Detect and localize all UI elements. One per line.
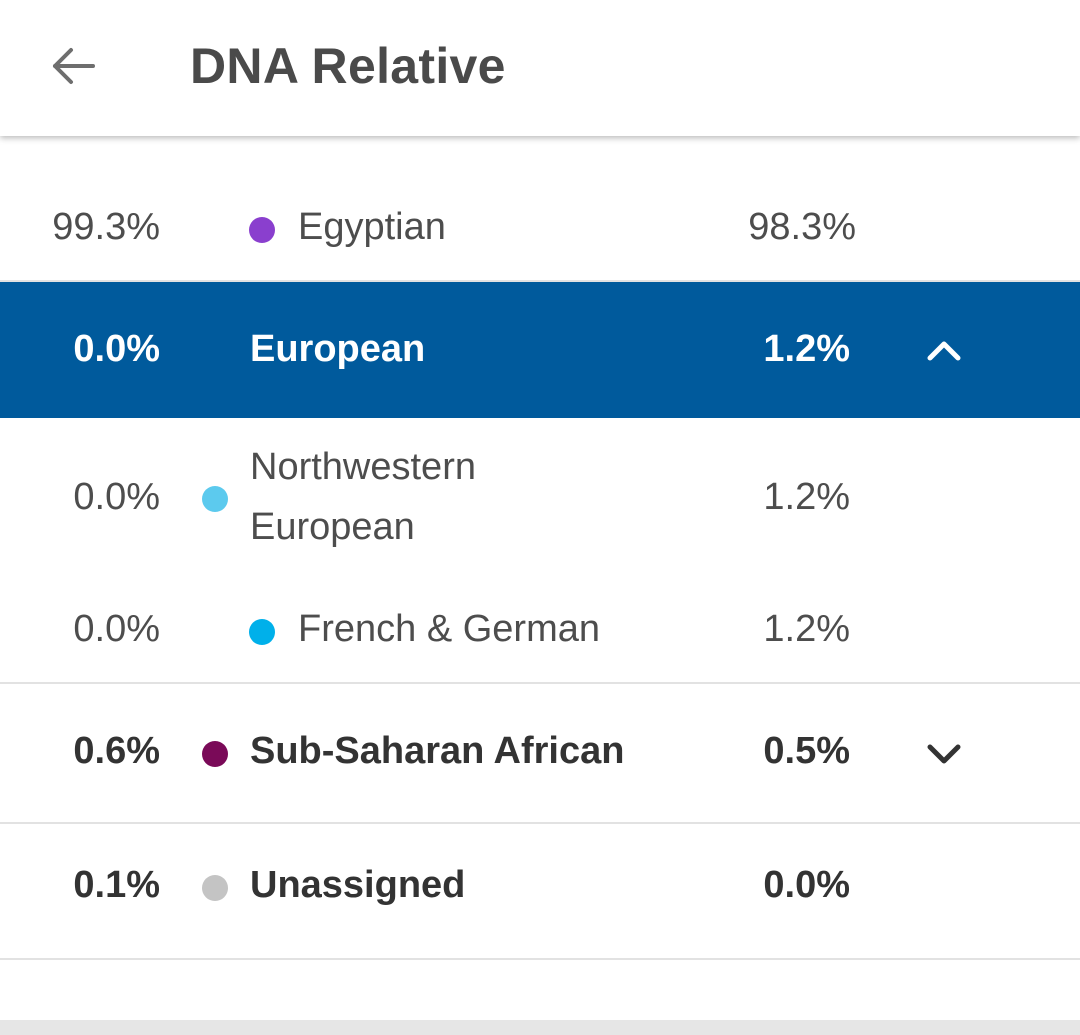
ancestry-name-line1: Northwestern <box>250 446 476 488</box>
ancestry-row-egyptian[interactable]: 99.3% Egyptian 98.3% <box>0 170 1080 280</box>
relative-percentage: 0.0% <box>73 328 160 370</box>
ancestry-row-french-german[interactable]: 0.0% French & German 1.2% <box>0 568 1080 682</box>
your-percentage: 98.3% <box>748 206 856 248</box>
sub-saharan-african-color-dot <box>202 741 228 767</box>
relative-percentage: 0.0% <box>73 608 160 650</box>
page-title: DNA Relative <box>190 38 506 94</box>
your-percentage: 1.2% <box>763 608 850 650</box>
your-percentage: 0.5% <box>763 730 850 772</box>
your-percentage: 1.2% <box>763 328 850 370</box>
your-percentage: 0.0% <box>763 864 850 906</box>
relative-percentage: 0.0% <box>73 476 160 518</box>
unassigned-color-dot <box>202 875 228 901</box>
egyptian-color-dot <box>249 217 275 243</box>
french-german-color-dot <box>249 619 275 645</box>
ancestry-row-sub-saharan-african[interactable]: 0.6% Sub-Saharan African 0.5% <box>0 684 1080 822</box>
ancestry-name: Sub-Saharan African <box>250 730 625 772</box>
ancestry-name: European <box>250 328 426 370</box>
ancestry-name: Egyptian <box>298 206 446 248</box>
app-header: DNA Relative <box>0 0 1080 136</box>
ancestry-name: French & German <box>298 608 600 650</box>
relative-percentage: 0.1% <box>73 864 160 906</box>
row-divider <box>0 280 1080 282</box>
ancestry-name: Unassigned <box>250 864 466 906</box>
relative-percentage: 0.6% <box>73 730 160 772</box>
bottom-edge <box>0 1020 1080 1035</box>
row-divider <box>0 682 1080 684</box>
chevron-down-icon[interactable] <box>924 734 964 774</box>
row-divider <box>0 822 1080 824</box>
northwestern-european-color-dot <box>202 486 228 512</box>
chevron-up-icon[interactable] <box>924 330 964 370</box>
your-percentage: 1.2% <box>763 476 850 518</box>
ancestry-row-northwestern-european[interactable]: 0.0% Northwestern European 1.2% <box>0 418 1080 568</box>
ancestry-row-european[interactable]: 0.0% European 1.2% <box>0 282 1080 418</box>
row-divider <box>0 958 1080 960</box>
back-arrow-icon[interactable] <box>44 36 104 96</box>
ancestry-row-unassigned[interactable]: 0.1% Unassigned 0.0% <box>0 824 1080 958</box>
ancestry-name-line2: European <box>250 506 415 548</box>
relative-percentage: 99.3% <box>52 206 160 248</box>
